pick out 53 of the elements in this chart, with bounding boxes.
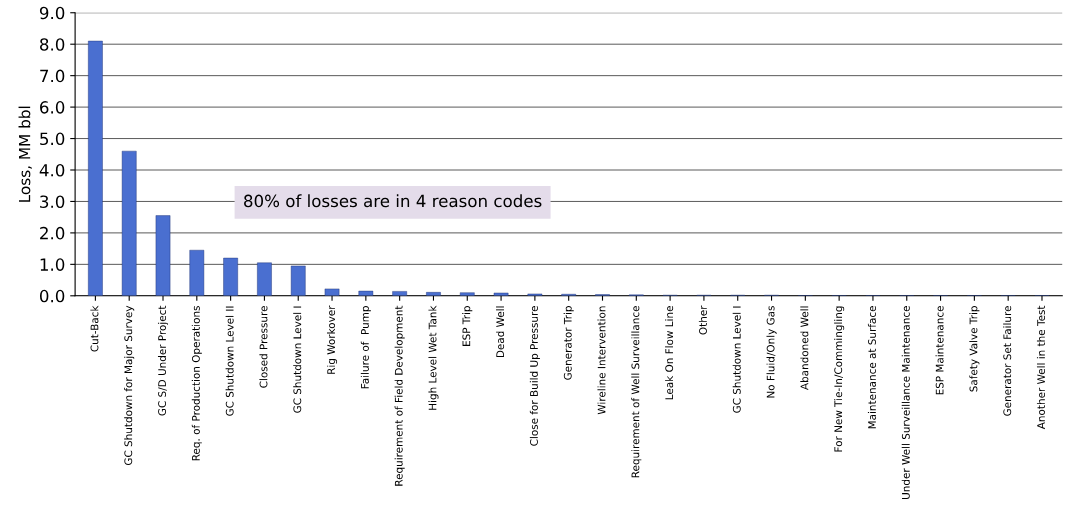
x-tick-label: High Level Wet Tank <box>428 305 439 410</box>
x-tick-label: Dead Well <box>496 306 505 358</box>
x-tick-label: GC S/D Under Project <box>157 305 169 416</box>
bar <box>358 290 374 296</box>
x-tick-label: Under Well Surveillance Maintenance <box>901 306 910 499</box>
x-tick-label: No Fluid/Only Gas <box>766 306 777 398</box>
y-tick-label: 4.0 <box>39 163 65 177</box>
x-tick-label: Rig Workover <box>327 305 338 374</box>
x-tick-label: ESP Maintenance <box>935 306 944 395</box>
bar <box>290 265 306 296</box>
bar <box>189 249 205 296</box>
x-tick-label: Failure of Pump <box>360 306 371 389</box>
x-tick-label: Req. of Production Operations <box>191 306 202 461</box>
x-tick-label: Generator Set Failure <box>1003 306 1012 416</box>
y-axis-title: Loss, MM bbl <box>18 106 32 202</box>
bar <box>155 215 171 296</box>
bar <box>257 262 272 296</box>
x-tick-label: Closed Pressure <box>259 306 268 388</box>
annotation: 80% of losses are in 4 reason codes <box>244 194 542 208</box>
x-tick-label: For New Tie-In/Commingling <box>834 306 845 452</box>
x-tick-label: ESP Trip <box>462 306 473 346</box>
x-tick-label: Requirement of Well Surveillance <box>631 306 642 478</box>
y-tick-label: 8.0 <box>40 38 65 51</box>
x-tick-label: Requirement of Field Development <box>394 305 405 486</box>
bar <box>392 291 407 296</box>
bar <box>121 150 137 296</box>
bar <box>324 288 340 296</box>
bar <box>223 257 238 296</box>
y-tick-label: 7.0 <box>40 69 65 83</box>
x-tick-label: GC Shutdown Level I <box>732 306 741 413</box>
x-tick-label: Leak On Flow Line <box>665 306 674 400</box>
bar <box>459 292 475 296</box>
x-tick-label: Cut-Back <box>90 305 99 352</box>
y-tick-label: 6.0 <box>40 101 65 114</box>
y-tick-label: 5.0 <box>40 132 65 146</box>
x-tick-label: Other <box>698 305 707 335</box>
x-tick-label: GC Shutdown Level II <box>225 306 234 416</box>
y-tick-label: 1.0 <box>40 258 65 271</box>
x-tick-label: GC Shutdown for Major Survey <box>124 305 135 466</box>
x-tick-label: GC Shutdown Level I <box>293 306 302 413</box>
x-tick-label: Close for Build Up Pressure <box>529 306 540 446</box>
x-tick-label: Wireline Intervention <box>597 306 606 415</box>
x-tick-label: Generator Trip <box>563 306 574 380</box>
x-tick-label: Another Well in the Test <box>1036 305 1046 430</box>
y-tick-label: 3.0 <box>40 195 65 209</box>
bar <box>88 40 103 296</box>
x-tick-label: Maintenance at Surface <box>867 306 876 429</box>
y-tick-label: 2.0 <box>40 226 65 240</box>
y-tick-label: 0.0 <box>39 289 65 303</box>
x-tick-label: Safety Valve Trip <box>969 306 980 392</box>
bar <box>493 292 509 296</box>
x-tick-label: Abandoned Well <box>800 306 809 390</box>
y-tick-label: 9.0 <box>39 6 65 20</box>
